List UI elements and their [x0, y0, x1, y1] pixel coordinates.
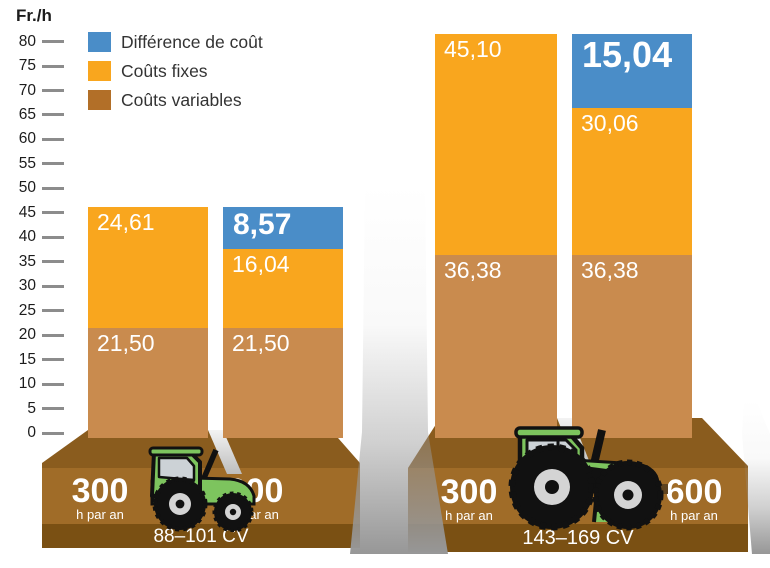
- y-axis-tick-label: 0: [27, 424, 36, 441]
- hours-label-300: 300: [71, 472, 129, 510]
- y-axis-tick-mark: [42, 431, 64, 435]
- y-axis-tick-label: 10: [18, 375, 36, 393]
- bar-value-label: 16,04: [232, 251, 290, 278]
- legend-label-difference: Différence de coût: [121, 31, 263, 52]
- bar-value-label: 45,10: [444, 36, 502, 63]
- y-axis-tick-label: 25: [18, 301, 36, 319]
- y-axis-tick-label: 35: [18, 252, 36, 270]
- bar-value-label: 24,61: [97, 209, 155, 236]
- y-axis-tick-label: 65: [18, 105, 36, 123]
- podium-base-strip: [42, 524, 360, 548]
- legend-label-fixed-costs: Coûts fixes: [121, 60, 208, 81]
- hours-sub-label: h par an: [76, 507, 124, 522]
- bar-segment-couts-fixes: 24,61: [88, 207, 208, 328]
- bar-segment-couts-fixes: 30,06: [572, 107, 692, 255]
- hours-sub-label: h par an: [445, 508, 493, 523]
- hours-label-300: 300: [440, 473, 498, 511]
- y-axis-tick-label: 20: [18, 326, 36, 344]
- y-axis-tick-mark: [42, 40, 64, 44]
- y-axis-tick-label: 50: [18, 179, 36, 197]
- legend-label-variable-costs: Coûts variables: [121, 89, 242, 110]
- y-axis-tick-label: 70: [18, 81, 36, 99]
- y-axis-tick-label: 15: [18, 350, 36, 368]
- y-axis-tick-label: 45: [18, 203, 36, 221]
- y-axis-unit-label: Fr./h: [16, 6, 52, 25]
- y-axis-tick-label: 80: [18, 32, 36, 50]
- y-axis-tick-mark: [42, 358, 64, 362]
- bar-segment-couts-fixes: 16,04: [223, 249, 343, 328]
- legend-item-fixed-costs: Coûts fixes: [88, 61, 263, 81]
- y-axis-tick-label: 5: [27, 399, 36, 417]
- power-range-label: 143–169 CV: [522, 527, 634, 549]
- y-axis-tick-mark: [42, 89, 64, 93]
- y-axis-tick-mark: [42, 333, 64, 337]
- tractor-icon-large: [508, 426, 668, 531]
- bar-segment-couts-variables: 21,50: [223, 327, 343, 438]
- y-axis-tick-mark: [42, 113, 64, 117]
- bar-segment-couts-variables: 21,50: [88, 327, 208, 438]
- legend-swatch-difference: [88, 32, 111, 52]
- bar-value-label: 8,57: [233, 208, 292, 242]
- shadow-band-center: [350, 185, 448, 554]
- tractor-icon-small: [148, 446, 256, 532]
- y-axis-tick-mark: [42, 137, 64, 141]
- y-axis-tick-mark: [42, 260, 64, 264]
- hours-sub-label: h par an: [670, 508, 718, 523]
- y-axis-tick-label: 60: [18, 130, 36, 148]
- bar-value-label: 15,04: [582, 34, 673, 76]
- y-axis-tick-mark: [42, 162, 64, 166]
- y-axis-tick-mark: [42, 235, 64, 239]
- y-axis-tick-mark: [42, 309, 64, 313]
- y-axis-tick-label: 55: [18, 154, 36, 172]
- legend-swatch-variable-costs: [88, 90, 111, 110]
- bar-value-label: 21,50: [97, 329, 155, 356]
- y-axis-tick-mark: [42, 407, 64, 411]
- hours-label-600: 600: [665, 473, 723, 511]
- bar-segment-couts-variables: 36,38: [572, 255, 692, 438]
- legend-item-variable-costs: Coûts variables: [88, 90, 263, 110]
- y-axis-tick-label: 30: [18, 277, 36, 295]
- y-axis-tick-label: 75: [18, 57, 36, 75]
- y-axis-tick-mark: [42, 284, 64, 288]
- bar-segment-couts-fixes: 45,10: [435, 34, 557, 256]
- legend-item-difference: Différence de coût: [88, 32, 263, 52]
- y-axis-tick-label: 40: [18, 228, 36, 246]
- bar-value-label: 36,38: [581, 257, 639, 283]
- bar-segment-difference-de-cout: 8,57: [223, 207, 343, 250]
- bar-value-label: 30,06: [581, 109, 639, 136]
- legend: Différence de coût Coûts fixes Coûts var…: [88, 32, 263, 119]
- y-axis-tick-mark: [42, 382, 64, 386]
- y-axis-tick-mark: [42, 211, 64, 215]
- podium-base-strip: [408, 524, 748, 552]
- bar-segment-couts-variables: 36,38: [435, 255, 557, 438]
- y-axis-tick-mark: [42, 64, 64, 68]
- y-axis-tick-mark: [42, 186, 64, 190]
- bar-value-label: 21,50: [232, 329, 290, 356]
- bar-value-label: 36,38: [444, 257, 502, 283]
- legend-swatch-fixed-costs: [88, 61, 111, 81]
- bar-segment-difference-de-cout: 15,04: [572, 34, 692, 108]
